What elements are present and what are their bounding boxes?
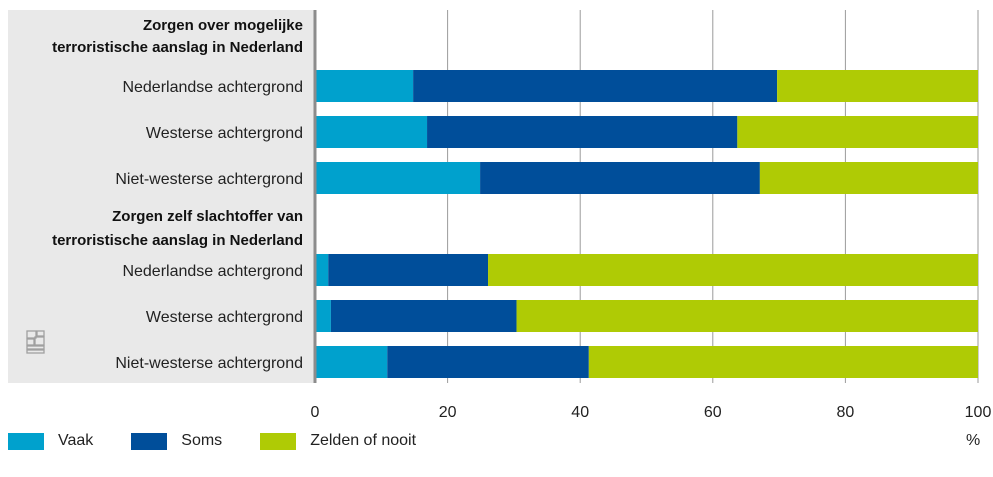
- bar-vaak-5: [315, 300, 331, 332]
- bar-vaak-3: [315, 162, 481, 194]
- group-title-1-line-1: Zorgen over mogelijke: [143, 17, 303, 34]
- legend-label-vaak: Vaak: [58, 432, 94, 449]
- legend-label-soms: Soms: [181, 432, 223, 449]
- group-title-2-line-2: terroristische aanslag in Nederland: [52, 232, 303, 249]
- x-tick-40: 40: [571, 404, 589, 421]
- bar-vaak-4: [315, 254, 329, 286]
- category-label-nederlandse-achtergrond-1: Nederlandse achtergrond: [122, 79, 303, 96]
- category-label-niet-westerse-achtergrond-2: Niet-westerse achtergrond: [115, 355, 303, 372]
- bar-vaak-1: [315, 70, 414, 102]
- bar-vaak-2: [315, 116, 428, 148]
- category-label-westerse-achtergrond-1: Westerse achtergrond: [146, 125, 303, 142]
- x-tick-100: 100: [965, 404, 992, 421]
- x-tick-60: 60: [704, 404, 722, 421]
- category-labels: Nederlandse achtergrond Westerse achtergr…: [115, 79, 303, 372]
- legend-swatch-soms: [131, 432, 168, 450]
- x-tick-80: 80: [837, 404, 855, 421]
- bar-zelden-of-nooit-4: [488, 254, 978, 286]
- logo-part-6: [26, 349, 45, 354]
- x-tick-0: 0: [311, 404, 320, 421]
- bar-zelden-of-nooit-6: [588, 346, 978, 378]
- logo-part-3: [26, 338, 35, 346]
- bars: [315, 70, 978, 378]
- legend-item-soms: Soms: [131, 432, 222, 450]
- group-title-2-line-1: Zorgen zelf slachtoffer van: [112, 208, 303, 225]
- bar-vaak-6: [315, 346, 388, 378]
- bar-zelden-of-nooit-2: [737, 116, 978, 148]
- legend-item-zelden-of-nooit: Zelden of nooit: [260, 432, 416, 450]
- logo-part-5: [26, 345, 45, 350]
- x-tick-20: 20: [439, 404, 457, 421]
- bar-soms-2: [427, 116, 738, 148]
- group-title-1-line-2: terroristische aanslag in Nederland: [52, 39, 303, 56]
- logo-part-4: [34, 336, 45, 346]
- bar-soms-5: [330, 300, 517, 332]
- x-tick-labels: 0 20 40 60 80 100: [311, 404, 992, 421]
- legend-label-zelden-of-nooit: Zelden of nooit: [310, 432, 417, 449]
- bar-zelden-of-nooit-3: [759, 162, 978, 194]
- category-panel: [8, 10, 315, 383]
- bar-soms-3: [480, 162, 760, 194]
- bar-zelden-of-nooit-5: [516, 300, 978, 332]
- unit-label: %: [966, 432, 981, 449]
- bar-soms-1: [413, 70, 778, 102]
- category-label-westerse-achtergrond-2: Westerse achtergrond: [146, 309, 303, 326]
- category-label-niet-westerse-achtergrond-1: Niet-westerse achtergrond: [115, 171, 303, 188]
- cbs-logo-icon: [26, 330, 45, 354]
- logo-part-2: [36, 330, 45, 337]
- bar-soms-6: [387, 346, 589, 378]
- logo-part-1: [26, 330, 37, 339]
- legend: Vaak Soms Zelden of nooit: [8, 430, 454, 452]
- legend-item-vaak: Vaak: [8, 432, 93, 450]
- legend-swatch-zelden-of-nooit: [260, 432, 297, 450]
- bar-zelden-of-nooit-1: [777, 70, 978, 102]
- bar-soms-4: [328, 254, 489, 286]
- legend-swatch-vaak: [8, 432, 44, 450]
- category-label-nederlandse-achtergrond-2: Nederlandse achtergrond: [122, 263, 303, 280]
- group-titles: Zorgen over mogelijke terroristische aans…: [52, 17, 303, 249]
